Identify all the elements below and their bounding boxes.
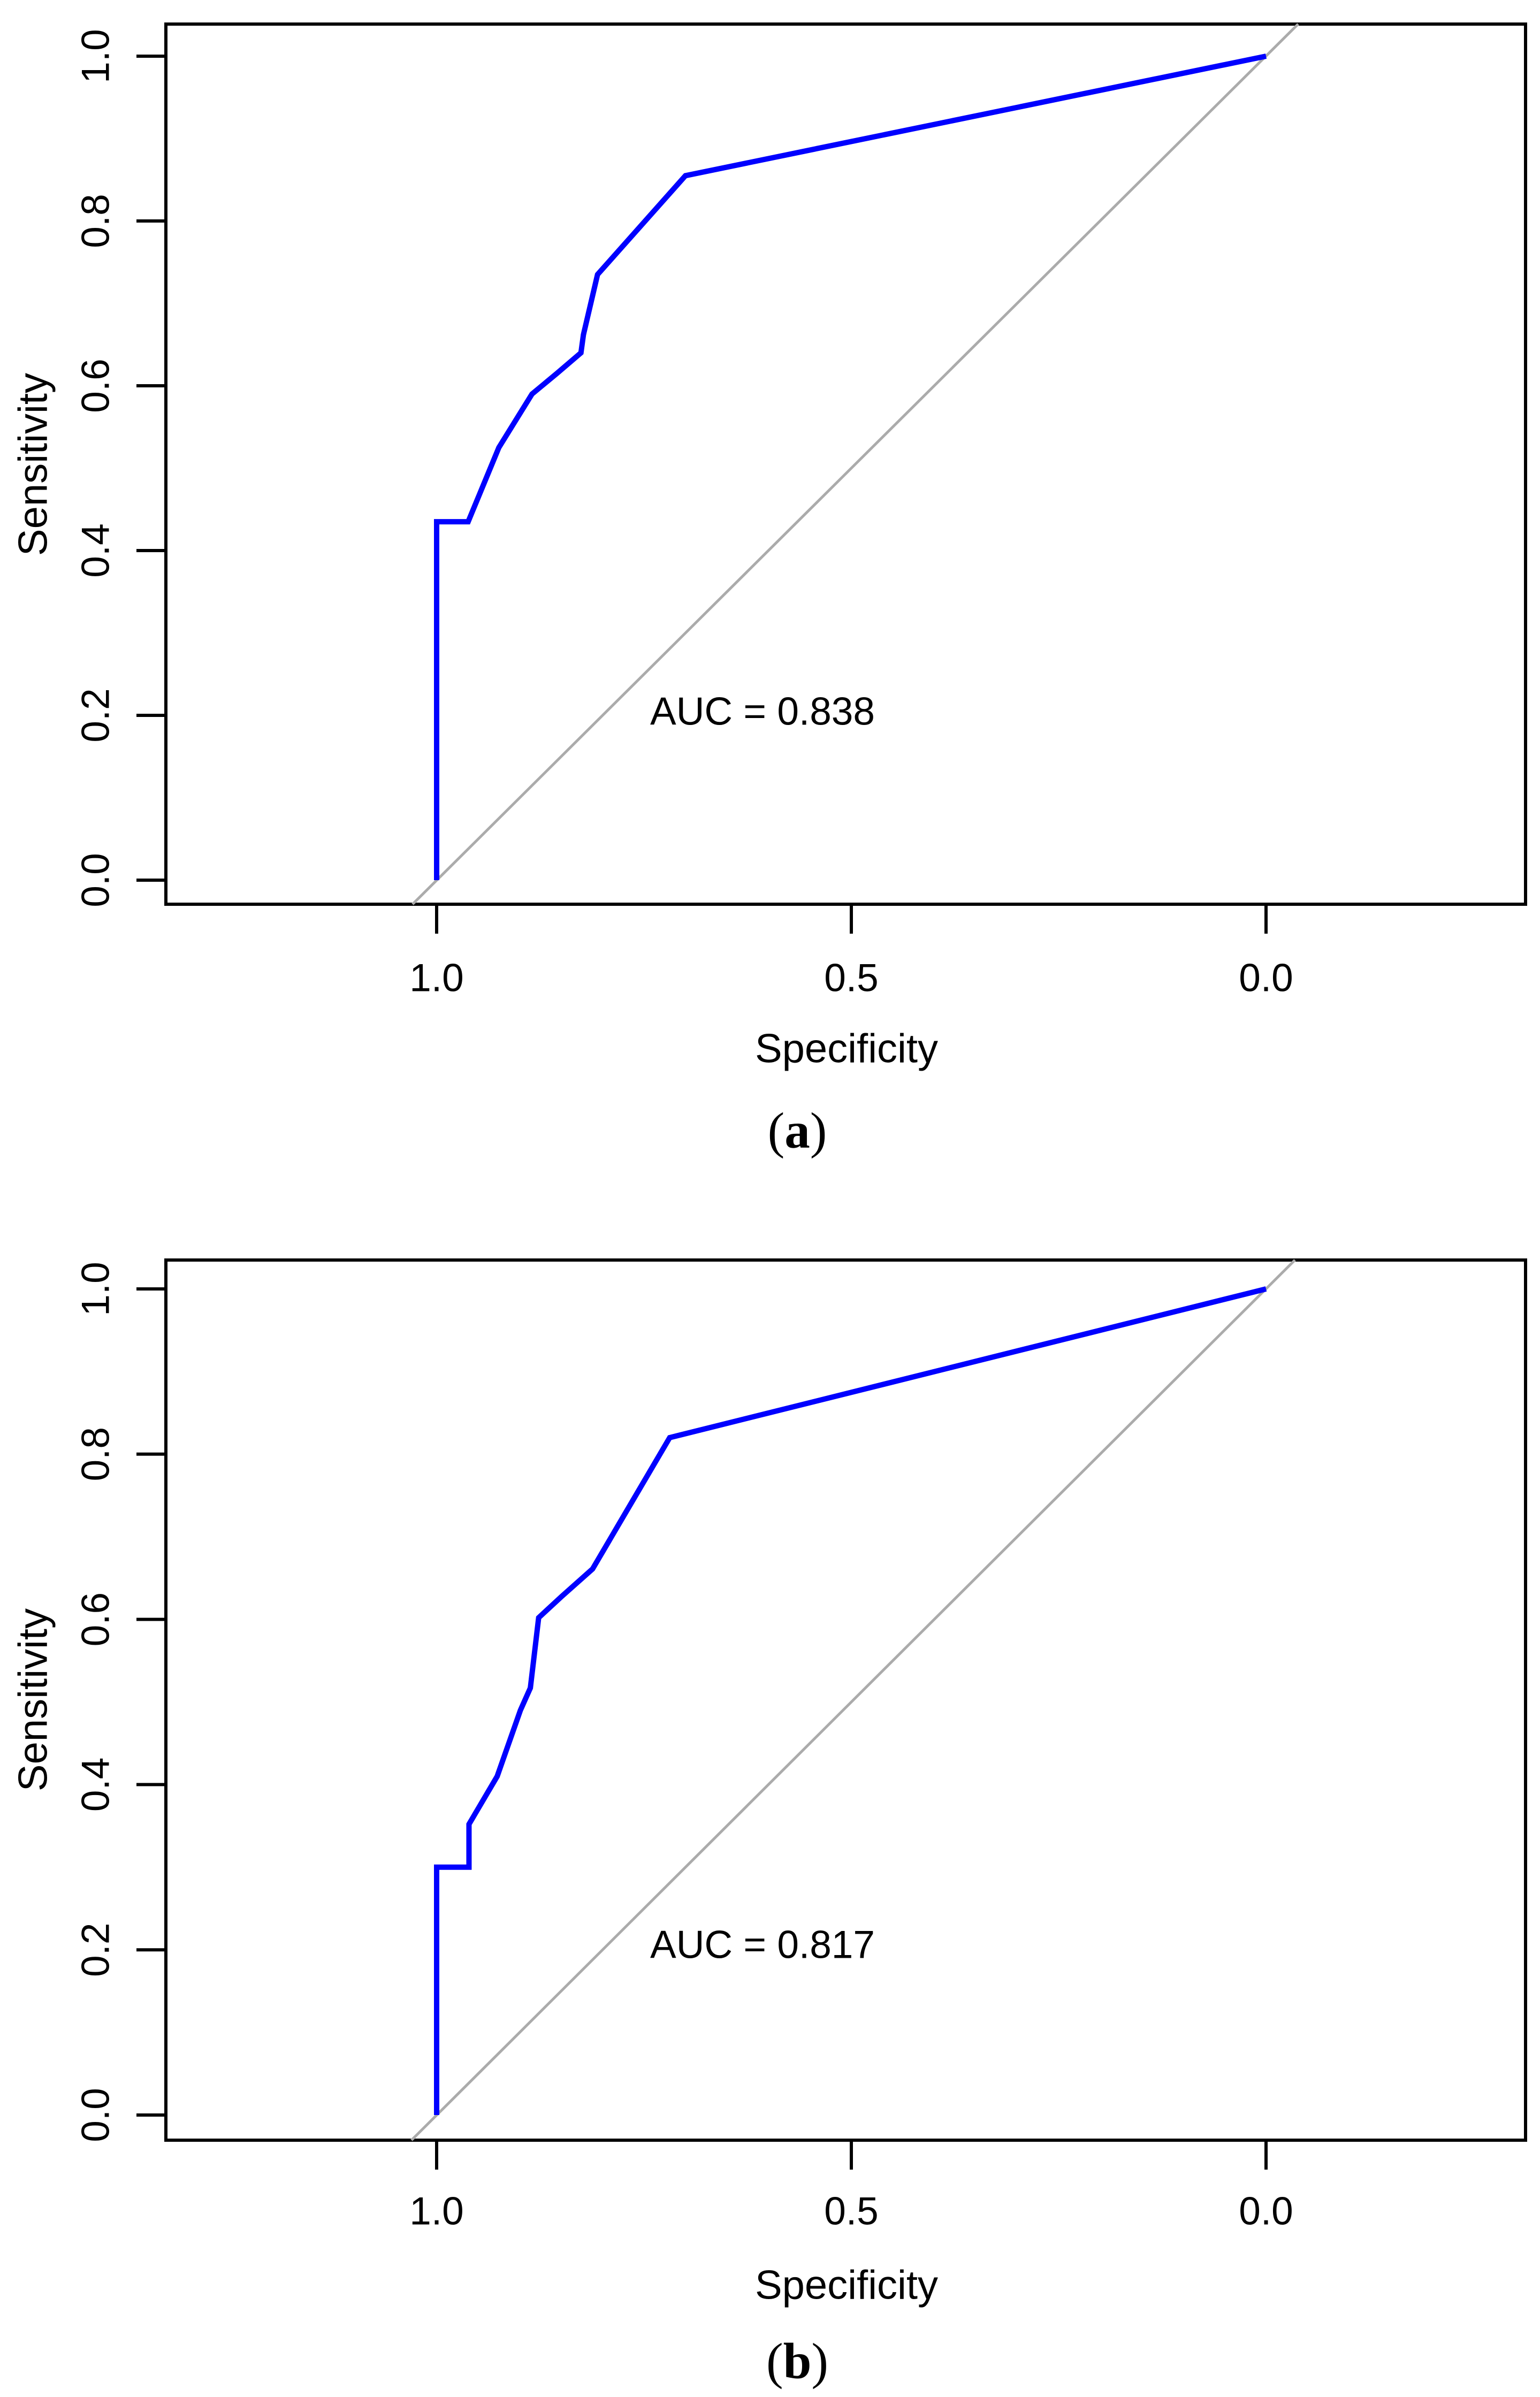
panel-caption-a: (a)	[768, 1101, 827, 1160]
y-axis-title: Sensitivity	[11, 373, 56, 556]
caption-paren-open: (	[767, 1102, 785, 1159]
y-tick-label: 0.2	[74, 1922, 118, 1976]
caption-letter: b	[783, 2333, 812, 2390]
caption-paren-close: )	[811, 2333, 829, 2390]
y-tick-label: 0.0	[74, 2088, 118, 2142]
y-tick-label: 0.8	[74, 194, 118, 248]
roc-curve	[434, 1286, 1267, 2115]
caption-paren-open: (	[766, 2333, 783, 2390]
plot-box	[164, 1258, 1527, 2142]
roc-chart-a: 1.0 0.5 0.01.00.80.60.40.20.0 Sensitivity …	[11, 22, 1527, 1072]
x-tick-label: 0.0	[1239, 957, 1293, 1000]
y-tick-label: 0.6	[74, 1592, 118, 1646]
caption-paren-close: )	[810, 1102, 827, 1159]
panel-caption-b: (b)	[766, 2332, 828, 2391]
plot-box	[164, 22, 1527, 906]
y-axis-title: Sensitivity	[11, 1608, 56, 1791]
y-tick-label: 1.0	[74, 1262, 118, 1316]
auc-annotation: AUC = 0.817	[650, 1923, 875, 1967]
x-tick-label: 0.5	[824, 957, 878, 1000]
x-tick-label: 1.0	[409, 957, 463, 1000]
y-tick-label: 0.0	[74, 853, 118, 907]
y-tick-label: 0.2	[74, 688, 118, 742]
roc-plot-area-a: 1.0 0.5 0.0 1.0 0.8 0.6 0.4 0.2 0.0	[74, 22, 1527, 1000]
y-tick-label: 0.8	[74, 1427, 118, 1481]
x-axis-title: Specificity	[755, 2263, 938, 2308]
y-tick-label: 1.0	[74, 29, 118, 83]
roc-chart-b: 1.0 0.5 0.01.00.80.60.40.20.0 Sensitivity …	[11, 1258, 1527, 2308]
y-tick-label: 0.4	[74, 1758, 118, 1812]
x-tick-label: 1.0	[409, 2190, 463, 2233]
roc-curve	[434, 54, 1267, 880]
y-tick-label: 0.6	[74, 358, 118, 413]
x-axis-title: Specificity	[755, 1026, 938, 1072]
y-tick-label: 0.4	[74, 523, 118, 577]
x-tick-label: 0.0	[1239, 2190, 1293, 2233]
caption-letter: a	[784, 1102, 810, 1159]
auc-annotation: AUC = 0.838	[650, 690, 875, 734]
chance-diagonal	[410, 1259, 1296, 2141]
x-tick-label: 0.5	[824, 2190, 878, 2233]
roc-plot-area-b: 1.0 0.5 0.0 1.0 0.8 0.6 0.4 0.2 0.0	[74, 1258, 1527, 2233]
chance-diagonal	[411, 23, 1299, 905]
